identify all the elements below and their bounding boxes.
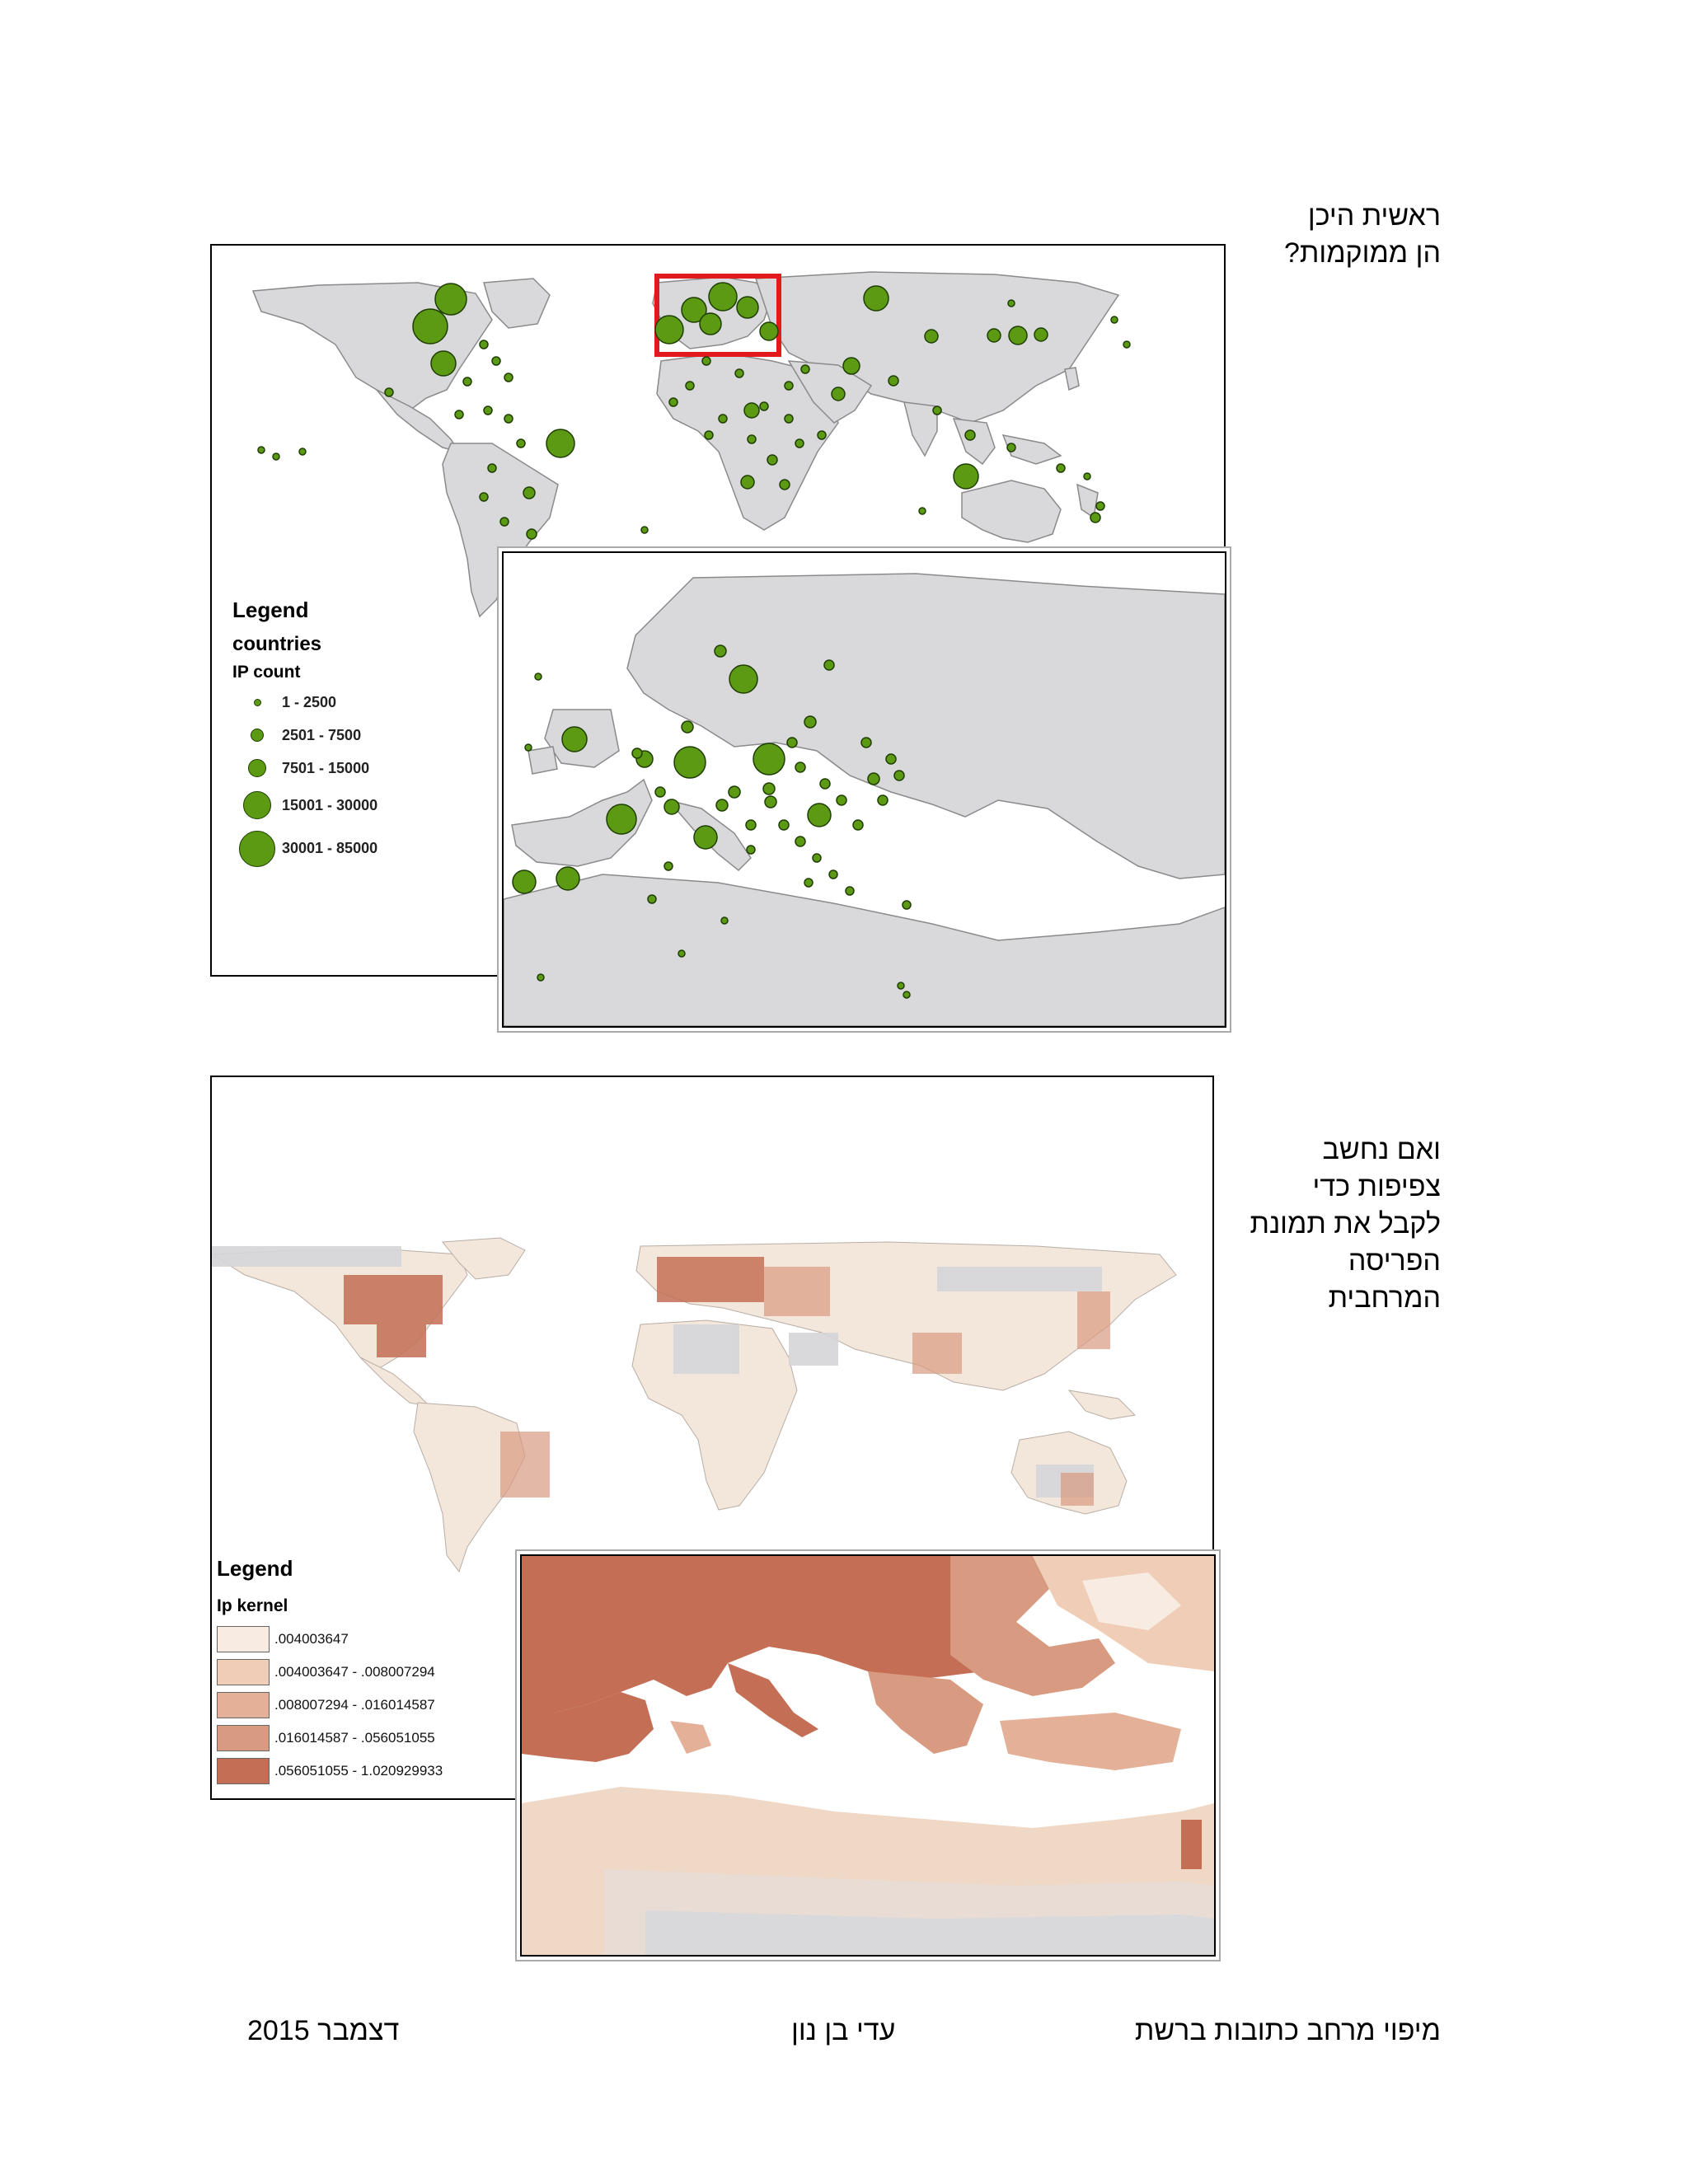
kernel-legend-field: Ip kernel bbox=[217, 1596, 288, 1615]
world-map-graphic bbox=[251, 271, 1131, 618]
legend-layer-name: countries bbox=[232, 633, 322, 655]
kernel-class-5: .056051055 - 1.020929933 bbox=[217, 1755, 443, 1788]
legend-class-1: 1 - 2500 bbox=[232, 686, 377, 719]
section2-line-5: המרחבית bbox=[1328, 1282, 1441, 1314]
legend-class-4: 15001 - 30000 bbox=[232, 785, 377, 826]
section2-line-2: צפיפות כדי bbox=[1312, 1171, 1441, 1202]
kernel-class-3: .008007294 - .016014587 bbox=[217, 1689, 443, 1722]
legend-class-3: 7501 - 15000 bbox=[232, 752, 377, 785]
section1-text: ראשית היכן הן ממוקמות? bbox=[1193, 198, 1441, 272]
section1-line-2: הן ממוקמות? bbox=[1283, 237, 1441, 269]
kernel-legend-title: Legend bbox=[217, 1556, 293, 1581]
section1-line-1: ראשית היכן bbox=[1307, 200, 1441, 232]
europe-map-graphic bbox=[504, 573, 1225, 1026]
legend-field-name: IP count bbox=[232, 663, 301, 682]
ip-kernel-legend: Legend Ip kernel .004003647 .004003647 -… bbox=[217, 1556, 443, 1788]
kernel-class-4: .016014587 - .056051055 bbox=[217, 1722, 443, 1755]
section2-line-3: לקבל את תמונת bbox=[1250, 1208, 1441, 1240]
footer-center: עדי בן נון bbox=[791, 2015, 896, 2046]
legend-class-2: 2501 - 7500 bbox=[232, 719, 377, 752]
section2-line-1: ואם נחשב bbox=[1322, 1134, 1441, 1165]
footer-left: דצמבר 2015 bbox=[247, 2015, 400, 2046]
legend-class-5: 30001 - 85000 bbox=[232, 826, 377, 871]
europe-highlight-box bbox=[654, 274, 781, 357]
footer-right: מיפוי מרחב כתובות ברשת bbox=[1134, 2015, 1441, 2046]
kernel-class-1: .004003647 bbox=[217, 1623, 443, 1656]
kernel-europe-graphic bbox=[522, 1556, 1214, 1955]
kernel-europe-inset bbox=[520, 1554, 1216, 1957]
section2-text: ואם נחשב צפיפות כדי לקבל את תמונת הפריסה… bbox=[1144, 1132, 1441, 1317]
legend-title: Legend bbox=[232, 598, 309, 622]
ip-count-legend: Legend countries IP count 1 - 2500 2501 … bbox=[232, 598, 377, 871]
kernel-class-2: .004003647 - .008007294 bbox=[217, 1656, 443, 1689]
europe-zoom-inset bbox=[502, 551, 1226, 1028]
section2-line-4: הפריסה bbox=[1348, 1245, 1441, 1277]
kernel-world-map-graphic bbox=[212, 1237, 1177, 1573]
